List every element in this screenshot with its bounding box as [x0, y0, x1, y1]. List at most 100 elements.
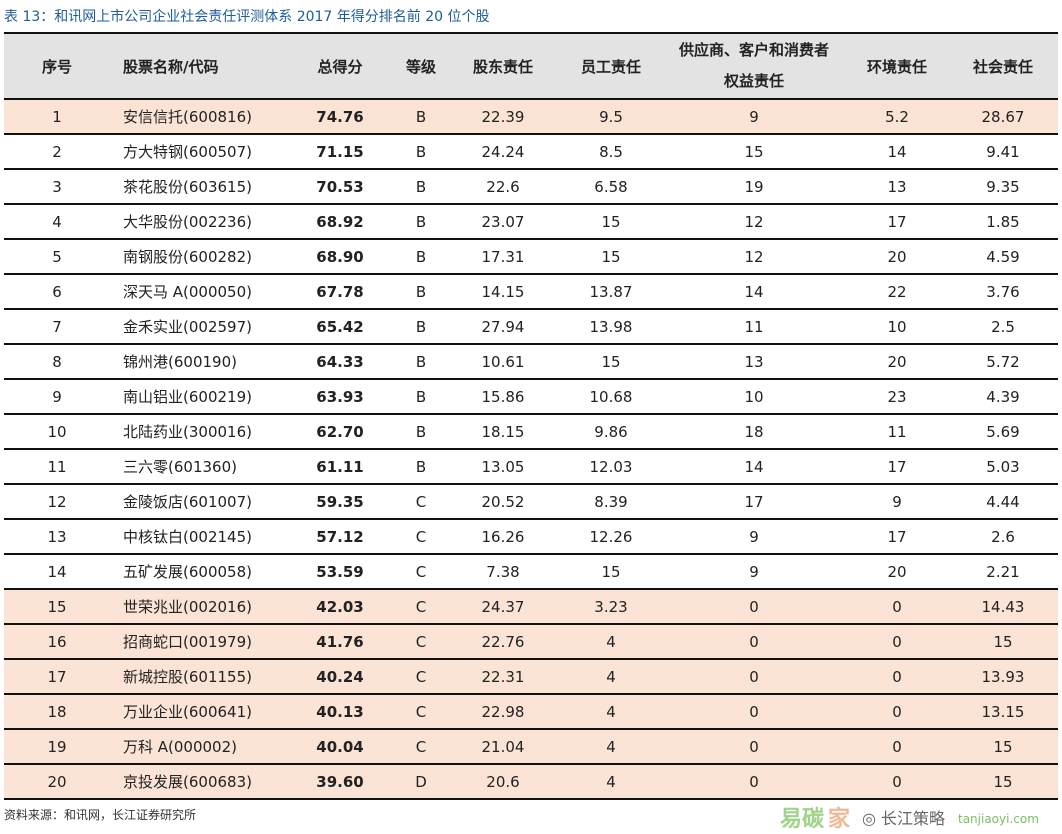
row-social: 9.35	[986, 177, 1020, 196]
row-grade: B	[415, 387, 427, 406]
row-environment: 23	[887, 387, 907, 406]
row-supplier: 14	[744, 282, 764, 301]
row-supplier: 0	[749, 737, 759, 756]
row-shareholder: 14.15	[481, 282, 525, 301]
svg-text:◎ 长江策略: ◎ 长江策略	[862, 809, 945, 828]
row-no: 18	[47, 702, 67, 721]
source-note: 资料来源：和讯网，长江证券研究所	[4, 808, 197, 822]
row-environment: 5.2	[885, 107, 909, 126]
row-shareholder: 22.31	[481, 667, 525, 686]
row-supplier: 0	[749, 597, 759, 616]
row-name: 安信信托(600816)	[123, 108, 252, 126]
row-shareholder: 18.15	[481, 422, 525, 441]
row-social: 14.43	[981, 597, 1025, 616]
row-employee: 4	[606, 772, 616, 791]
row-supplier: 15	[744, 142, 764, 161]
row-environment: 20	[887, 247, 907, 266]
row-environment: 0	[892, 737, 902, 756]
row-employee: 8.5	[599, 142, 623, 161]
row-name: 北陆药业(300016)	[123, 423, 252, 441]
ranking-table: 序号 股票名称/代码 总得分 等级 股东责任 员工责任 供应商、客户和消费者 权…	[4, 32, 1058, 800]
row-no: 13	[47, 527, 67, 546]
row-supplier: 9	[749, 107, 759, 126]
table-row: 12 金陵饭店(601007) 59.35 C 20.52 8.39 17 9 4.44	[4, 485, 1058, 520]
row-name: 锦州港(600190)	[123, 353, 237, 371]
row-name: 中核钛白(002145)	[123, 528, 252, 546]
row-no: 7	[52, 317, 62, 336]
row-social: 2.21	[986, 562, 1020, 581]
row-shareholder: 24.24	[481, 142, 525, 161]
row-supplier: 9	[749, 527, 759, 546]
row-shareholder: 22.39	[481, 107, 525, 126]
row-name: 金陵饭店(601007)	[123, 493, 252, 511]
row-social: 13.15	[981, 702, 1025, 721]
table-row: 14 五矿发展(600058) 53.59 C 7.38 15 9 20 2.21	[4, 555, 1058, 590]
row-total: 71.15	[316, 142, 364, 161]
table-row: 4 大华股份(002236) 68.92 B 23.07 15 12 17 1.85	[4, 205, 1058, 240]
row-employee: 15	[601, 247, 621, 266]
table-row: 5 南钢股份(600282) 68.90 B 17.31 15 12 20 4.59	[4, 240, 1058, 275]
row-social: 4.59	[986, 247, 1020, 266]
row-shareholder: 10.61	[481, 352, 525, 371]
row-social: 5.72	[986, 352, 1020, 371]
row-shareholder: 22.6	[486, 177, 520, 196]
row-employee: 13.87	[589, 282, 633, 301]
row-supplier: 18	[744, 422, 764, 441]
row-no: 9	[52, 387, 62, 406]
row-name: 新城控股(601155)	[123, 668, 252, 686]
row-supplier: 0	[749, 632, 759, 651]
row-grade: B	[415, 317, 427, 336]
row-total: 40.24	[316, 667, 364, 686]
row-grade: C	[415, 597, 427, 616]
row-employee: 4	[606, 702, 616, 721]
row-social: 15	[993, 772, 1013, 791]
row-no: 3	[52, 177, 62, 196]
row-environment: 17	[887, 212, 907, 231]
row-environment: 0	[892, 772, 902, 791]
table-row: 15 世荣兆业(002016) 42.03 C 24.37 3.23 0 0 14.43	[4, 590, 1058, 625]
row-grade: B	[415, 457, 427, 476]
header-supplier-line1: 供应商、客户和消费者	[678, 41, 829, 59]
header-total: 总得分	[317, 57, 363, 76]
row-social: 5.69	[986, 422, 1020, 441]
table-row: 3 茶花股份(603615) 70.53 B 22.6 6.58 19 13 9.35	[4, 170, 1058, 205]
svg-text:家: 家	[828, 806, 851, 832]
row-supplier: 11	[744, 317, 764, 336]
row-social: 28.67	[981, 107, 1025, 126]
row-environment: 0	[892, 632, 902, 651]
row-no: 10	[47, 422, 67, 441]
row-name: 茶花股份(603615)	[123, 178, 252, 196]
row-name: 方大特钢(600507)	[123, 143, 252, 161]
header-shareholder: 股东责任	[472, 57, 533, 76]
row-shareholder: 22.76	[481, 632, 525, 651]
table-row: 20 京投发展(600683) 39.60 D 20.6 4 0 0 15	[4, 765, 1058, 800]
row-total: 53.59	[316, 562, 364, 581]
row-supplier: 12	[744, 212, 764, 231]
row-environment: 22	[887, 282, 907, 301]
row-grade: C	[415, 527, 427, 546]
table-row: 11 三六零(601360) 61.11 B 13.05 12.03 14 17 5.03	[4, 450, 1058, 485]
row-environment: 17	[887, 527, 907, 546]
row-name: 南山铝业(600219)	[123, 388, 252, 406]
row-total: 68.90	[316, 247, 364, 266]
table-title: 表 13：和讯网上市公司企业社会责任评测体系 2017 年得分排名前 20 位个…	[4, 9, 490, 25]
row-shareholder: 22.98	[481, 702, 525, 721]
row-grade: C	[415, 737, 427, 756]
row-grade: C	[415, 702, 427, 721]
row-environment: 0	[892, 702, 902, 721]
row-social: 4.44	[986, 492, 1020, 511]
row-grade: B	[415, 247, 427, 266]
table-row: 16 招商蛇口(001979) 41.76 C 22.76 4 0 0 15	[4, 625, 1058, 660]
row-supplier: 13	[744, 352, 764, 371]
row-no: 17	[47, 667, 67, 686]
row-social: 2.5	[991, 317, 1015, 336]
row-supplier: 0	[749, 702, 759, 721]
table-row: 8 锦州港(600190) 64.33 B 10.61 15 13 20 5.72	[4, 345, 1058, 380]
row-supplier: 12	[744, 247, 764, 266]
row-social: 13.93	[981, 667, 1025, 686]
row-total: 42.03	[316, 597, 364, 616]
row-supplier: 9	[749, 562, 759, 581]
row-employee: 12.26	[589, 527, 633, 546]
table-header: 序号 股票名称/代码 总得分 等级 股东责任 员工责任 供应商、客户和消费者 权…	[4, 32, 1058, 100]
table-row: 18 万业企业(600641) 40.13 C 22.98 4 0 0 13.15	[4, 695, 1058, 730]
